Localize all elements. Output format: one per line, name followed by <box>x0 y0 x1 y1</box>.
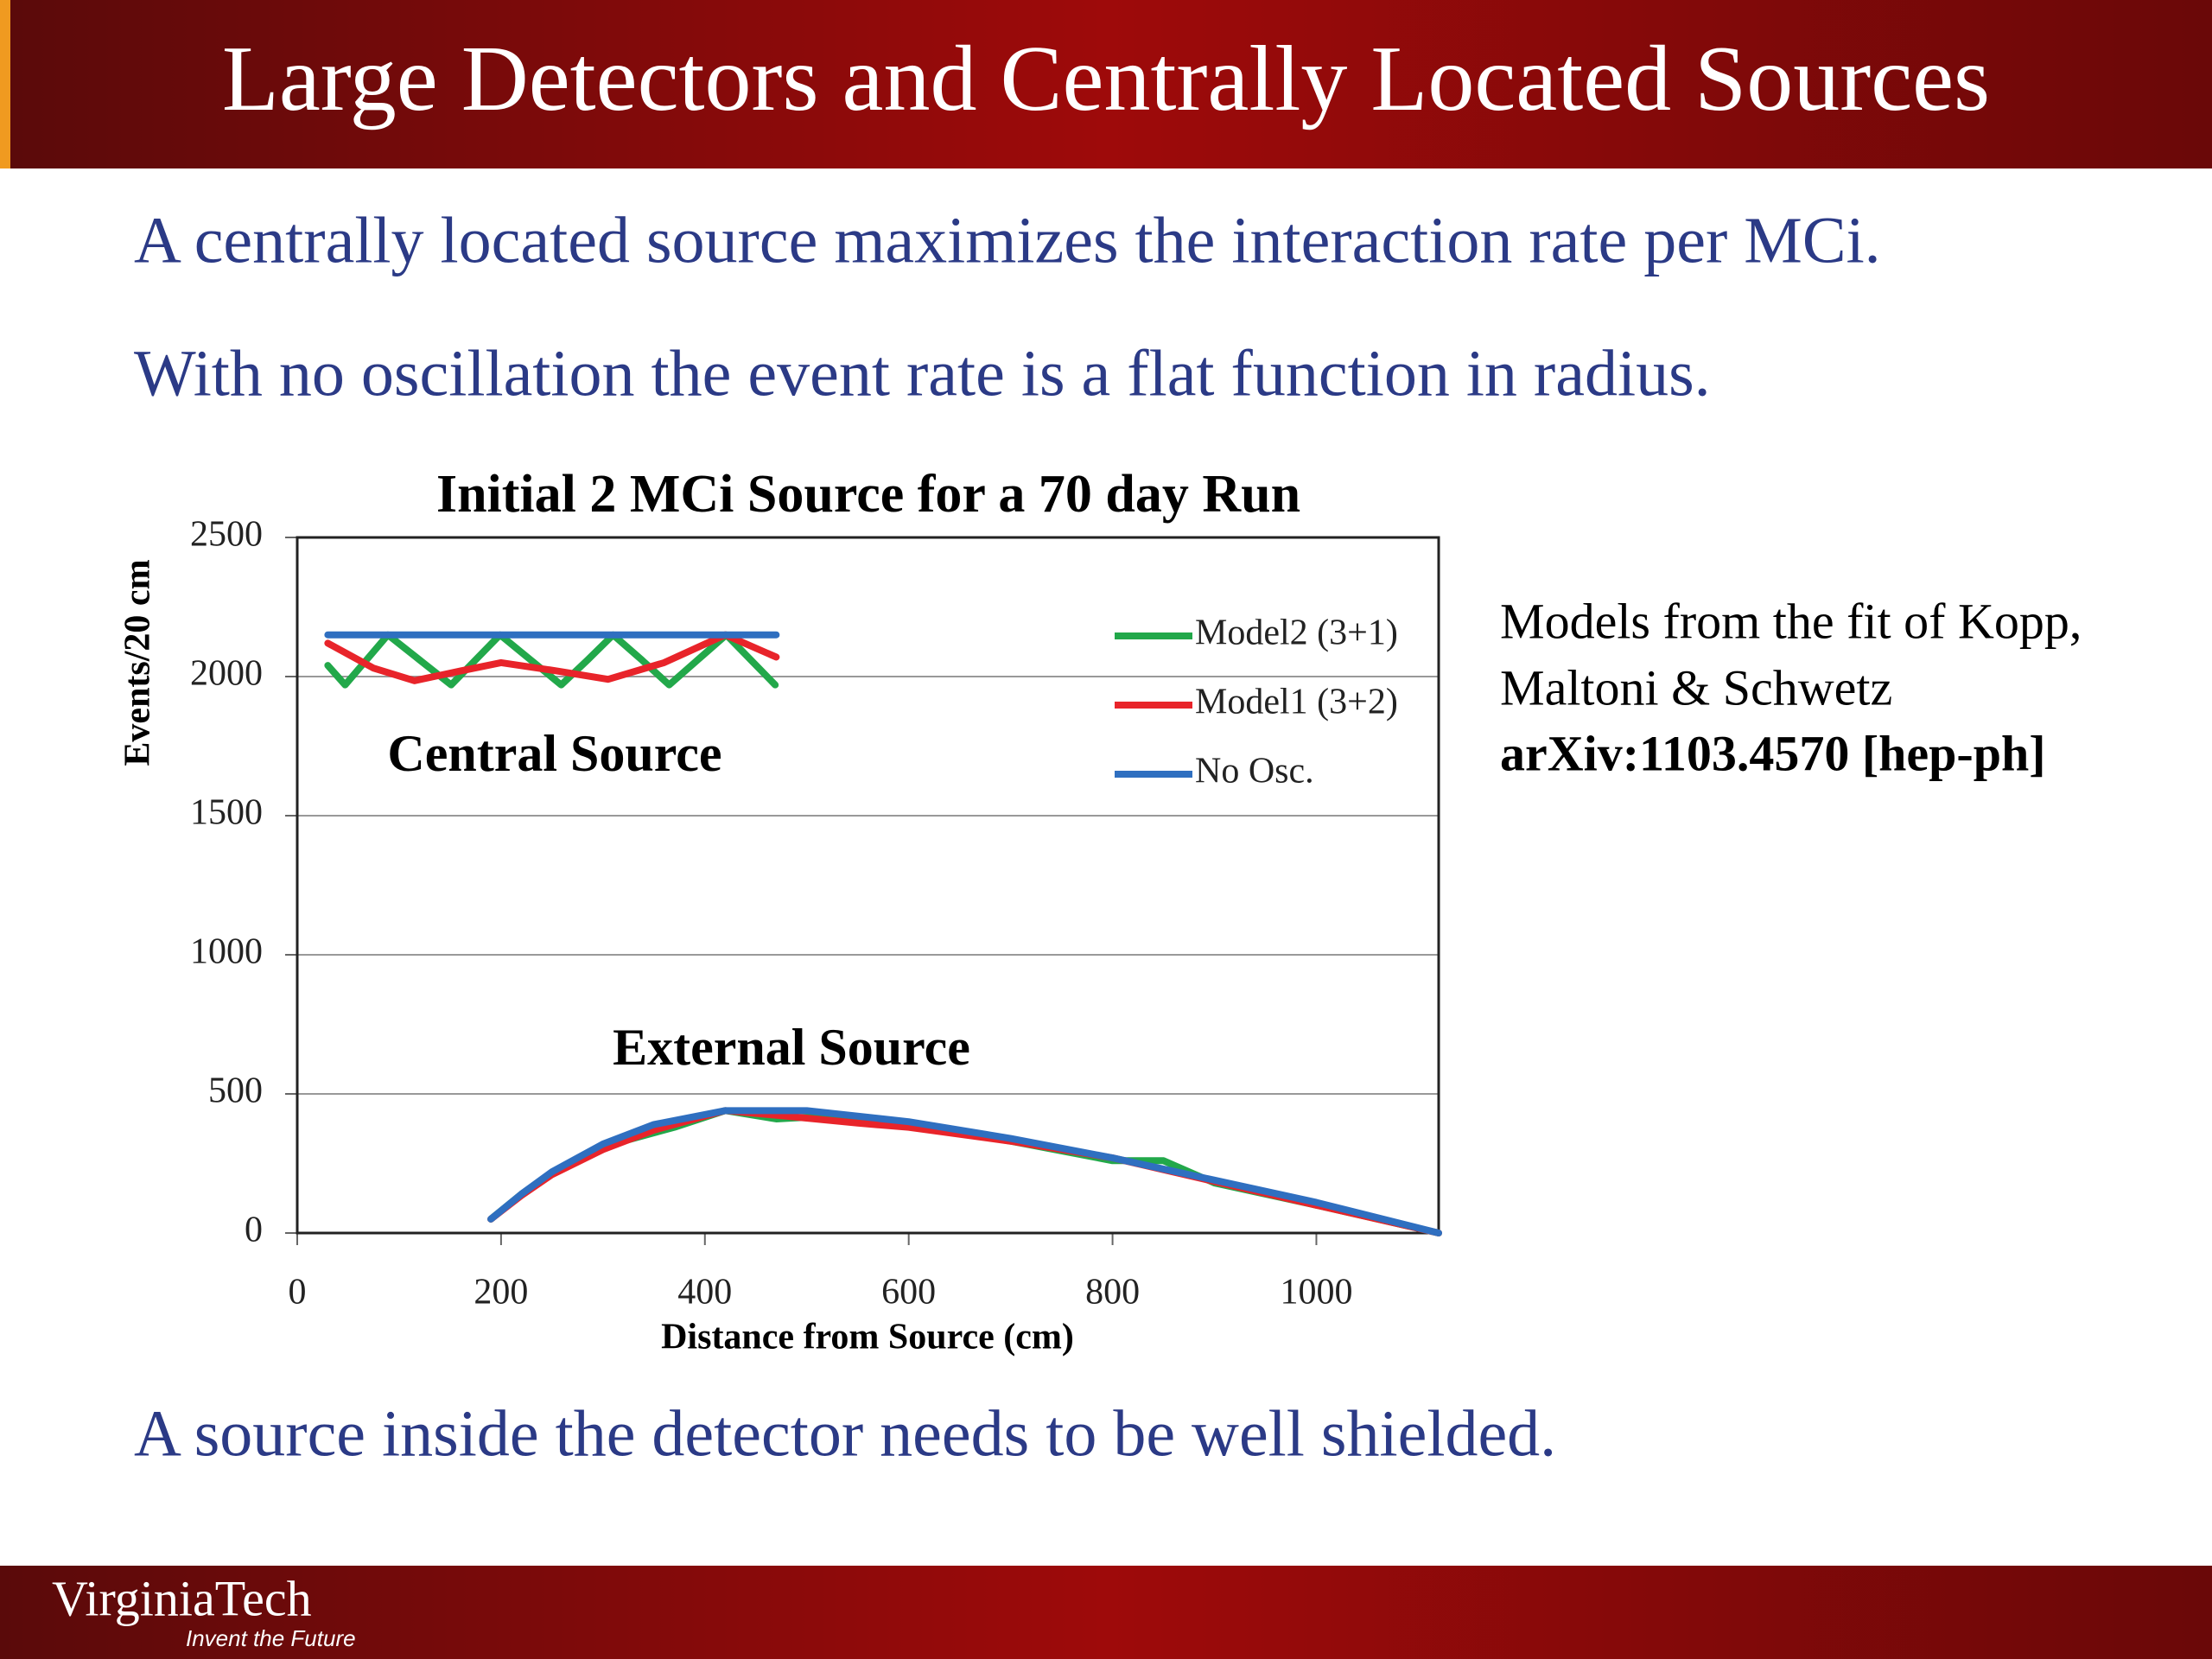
x-tick-label: 800 <box>1085 1273 1140 1313</box>
y-tick-label: 0 <box>245 1211 263 1250</box>
header-bar <box>0 0 2212 168</box>
bullet: With no oscillation the event rate is a … <box>134 337 1711 410</box>
legend-label: Model1 (3+2) <box>1195 683 1398 722</box>
note: Models from the fit of Kopp, <box>1500 593 2082 649</box>
footer-bar <box>0 1566 2212 1659</box>
annotation: External Source <box>613 1019 970 1076</box>
x-axis-label: Distance from Source (cm) <box>661 1318 1074 1357</box>
x-tick-label: 400 <box>677 1273 732 1313</box>
legend-label: Model2 (3+1) <box>1195 613 1398 653</box>
slide-title: Large Detectors and Centrally Located So… <box>222 28 1990 130</box>
x-tick-label: 0 <box>289 1273 307 1313</box>
y-axis-label: Events/20 cm <box>118 559 158 766</box>
y-tick-label: 2500 <box>190 515 263 555</box>
annotation: Central Source <box>387 725 721 782</box>
bullet: A centrally located source maximizes the… <box>134 204 1881 276</box>
footer-logo: VirginiaTech <box>52 1570 312 1626</box>
x-tick-label: 200 <box>474 1273 528 1313</box>
x-tick-label: 600 <box>881 1273 936 1313</box>
chart-title: Initial 2 MCi Source for a 70 day Run <box>436 465 1300 524</box>
footer-tagline: Invent the Future <box>186 1625 356 1651</box>
y-tick-label: 1000 <box>190 932 263 972</box>
chart: Initial 2 MCi Source for a 70 day Run 0 50… <box>118 465 1442 1357</box>
y-tick-label: 1500 <box>190 793 263 833</box>
note: Maltoni & Schwetz <box>1500 659 1892 715</box>
note: arXiv:1103.4570 [hep-ph] <box>1500 725 2046 781</box>
plot-frame <box>296 536 1440 1235</box>
bullet: A source inside the detector needs to be… <box>134 1397 1556 1470</box>
y-tick-label: 500 <box>208 1071 263 1111</box>
y-tick-label: 2000 <box>190 654 263 694</box>
series-line <box>324 631 1442 1236</box>
header-stripe <box>0 0 10 168</box>
x-tick-label: 1000 <box>1280 1273 1352 1313</box>
legend-label: No Osc. <box>1195 752 1314 791</box>
